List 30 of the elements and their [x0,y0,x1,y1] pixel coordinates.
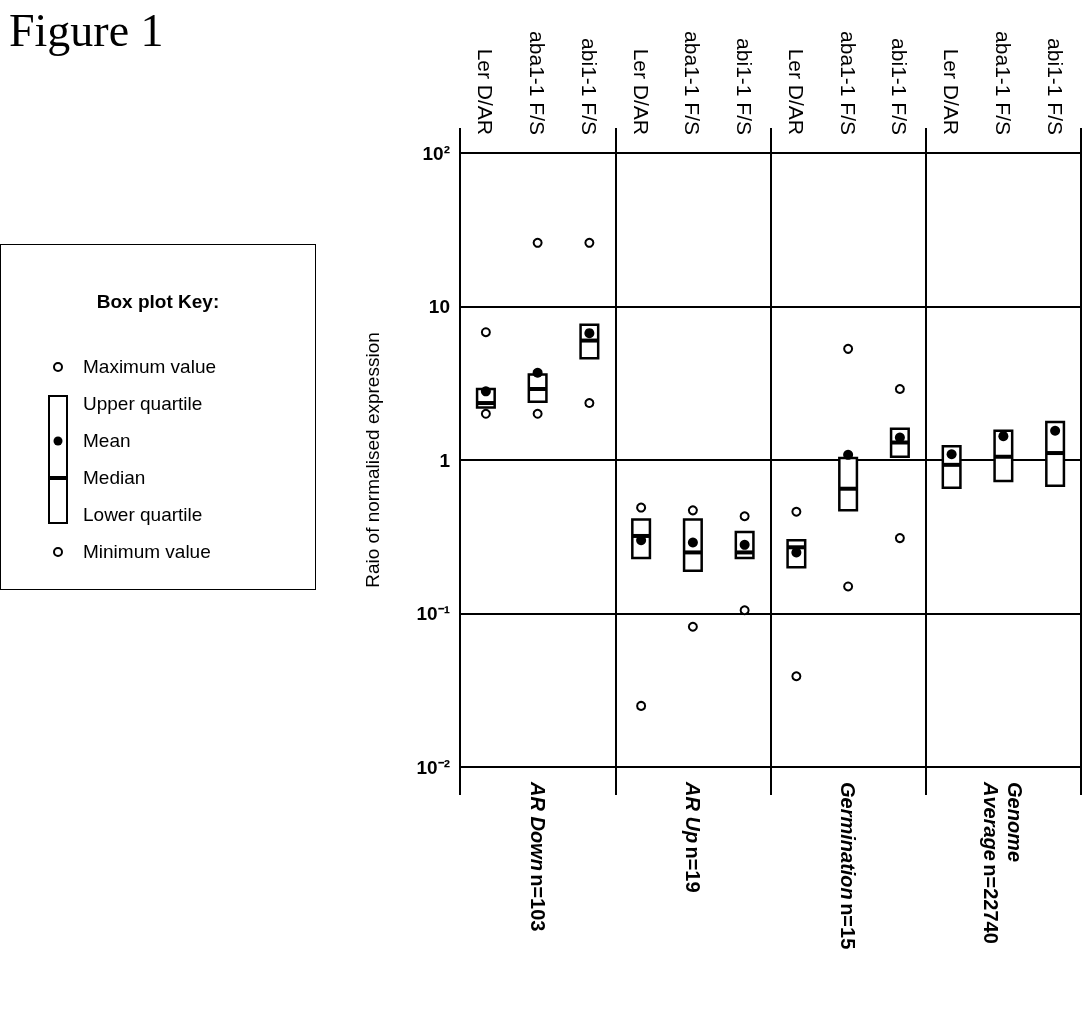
text: Maximum value [83,356,217,378]
text: Upper quartile [83,393,203,415]
text: Minimum value [83,541,211,563]
x-tick-label: Ler D/AR [784,48,808,135]
text: AR Up n=19 [681,781,704,893]
text: Median [83,467,146,489]
x-tick-label: abi1-1 F/S [577,38,601,135]
x-tick-label: Ler D/AR [940,48,964,135]
y-tick-label: 1 [439,449,451,471]
text: AR Down n=103 [526,781,549,932]
text: Mean [83,430,131,452]
x-tick-label: abi1-1 F/S [1043,38,1067,135]
x-tick-label: aba1-1 F/S [991,31,1015,135]
text: Germination n=15 [837,782,860,950]
text: Genome Average n=22740 [980,781,1027,944]
x-tick-label: Ler D/AR [474,48,498,135]
x-tick-label: abi1-1 F/S [888,38,912,135]
text: Figure 1 [9,4,164,56]
text: Lower quartile [83,504,203,526]
x-tick-label: abi1-1 F/S [733,38,757,135]
y-axis-title: Raio of normalised expression [362,332,383,588]
y-tick-label: 10⁻² [416,756,450,778]
y-tick-label: 10² [422,142,450,164]
y-tick-label: 10 [428,296,450,317]
x-tick-label: aba1-1 F/S [836,31,860,135]
x-tick-label: aba1-1 F/S [681,31,705,135]
y-tick-label: 10⁻¹ [416,603,450,624]
legend-title: Box plot Key: [95,291,221,313]
x-tick-label: aba1-1 F/S [526,31,550,135]
x-tick-label: Ler D/AR [629,48,653,135]
